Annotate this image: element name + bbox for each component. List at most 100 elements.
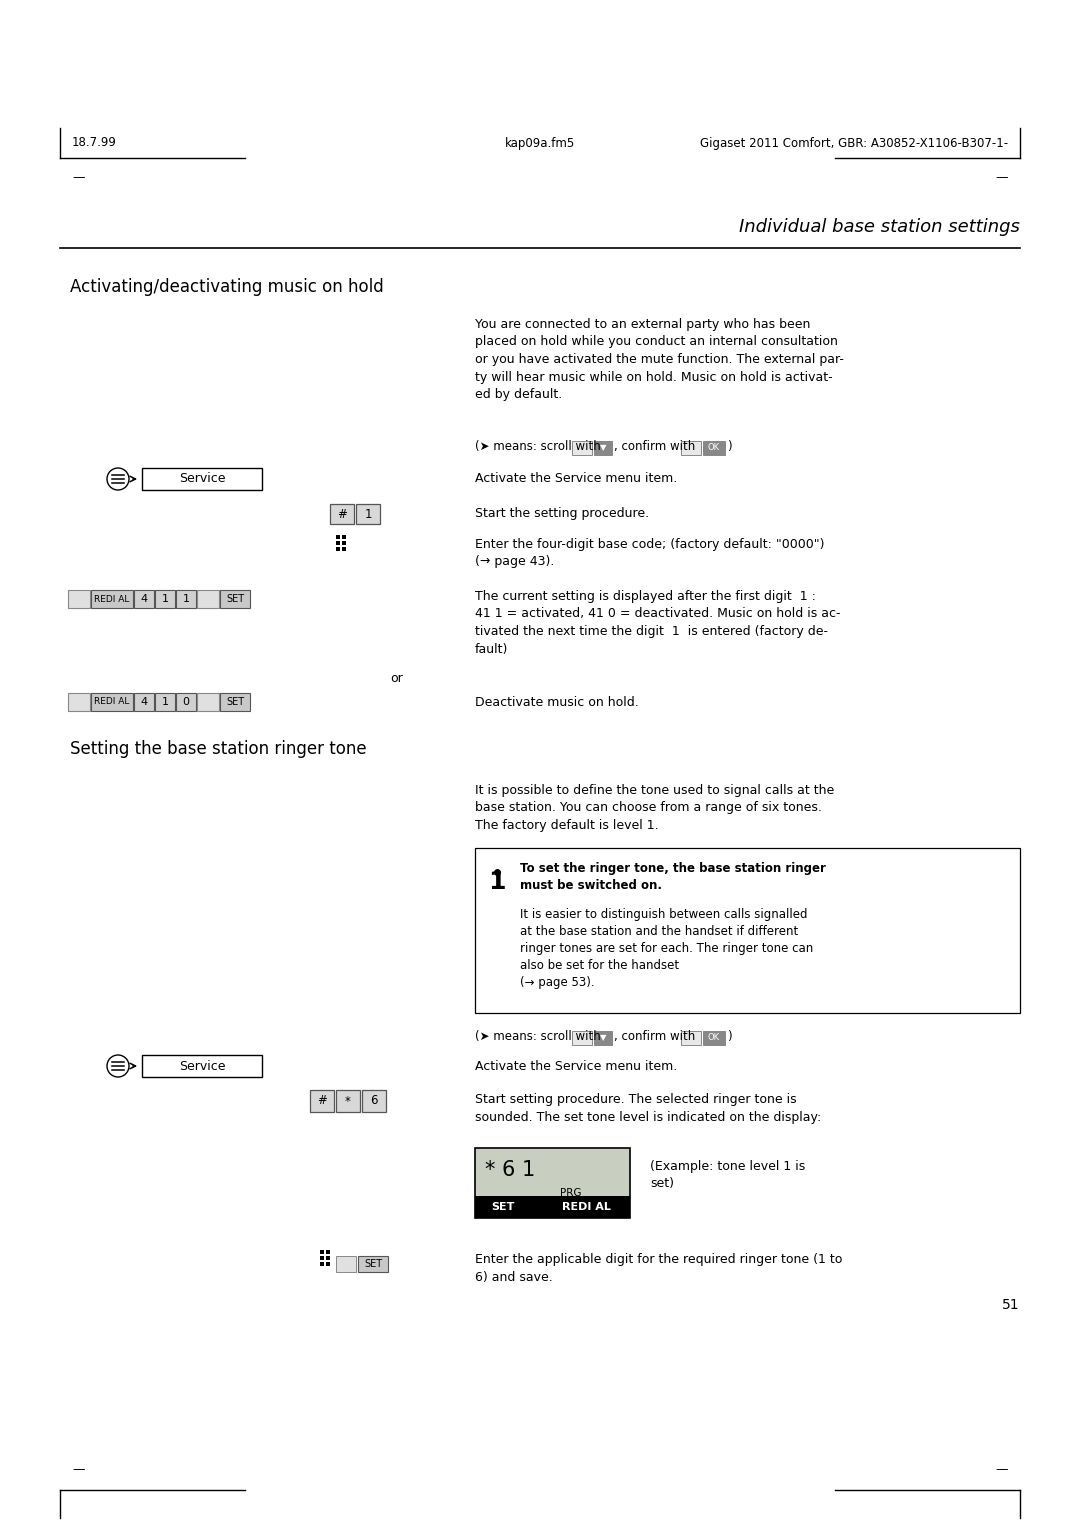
Text: PRG: PRG [561, 1187, 582, 1198]
Text: ): ) [727, 440, 731, 452]
Text: kap09a.fm5: kap09a.fm5 [504, 136, 576, 150]
FancyBboxPatch shape [91, 694, 133, 711]
FancyBboxPatch shape [475, 848, 1020, 1013]
Text: 1: 1 [488, 869, 505, 894]
Bar [320, 1262, 324, 1267]
Text: SET: SET [226, 697, 244, 707]
Bar [342, 535, 346, 539]
Text: SET: SET [226, 594, 244, 604]
Text: —: — [996, 1464, 1008, 1476]
Text: It is easier to distinguish between calls signalled
at the base station and the : It is easier to distinguish between call… [519, 908, 813, 989]
Text: REDI AL: REDI AL [94, 697, 130, 706]
Bar [342, 547, 346, 552]
Text: #: # [318, 1094, 327, 1108]
Bar [326, 1250, 330, 1254]
Text: 1: 1 [364, 507, 372, 521]
FancyBboxPatch shape [680, 1031, 701, 1045]
FancyBboxPatch shape [220, 694, 249, 711]
FancyBboxPatch shape [336, 1256, 356, 1271]
FancyBboxPatch shape [702, 442, 725, 455]
FancyBboxPatch shape [134, 590, 154, 608]
Text: 1: 1 [162, 594, 168, 604]
Text: REDI AL: REDI AL [563, 1203, 611, 1212]
FancyBboxPatch shape [197, 590, 219, 608]
Text: To set the ringer tone, the base station ringer
must be switched on.: To set the ringer tone, the base station… [519, 862, 826, 892]
Text: *: * [346, 1094, 351, 1108]
Bar [336, 547, 340, 552]
FancyBboxPatch shape [594, 442, 612, 455]
Text: 1: 1 [183, 594, 189, 604]
Text: Deactivate music on hold.: Deactivate music on hold. [475, 695, 638, 709]
Text: Service: Service [179, 1059, 226, 1073]
Text: SET: SET [364, 1259, 382, 1268]
Bar [326, 1256, 330, 1261]
FancyBboxPatch shape [680, 442, 701, 455]
Text: SET: SET [491, 1203, 514, 1212]
FancyBboxPatch shape [141, 1054, 262, 1077]
Text: Enter the applicable digit for the required ringer tone (1 to
6) and save.: Enter the applicable digit for the requi… [475, 1253, 842, 1284]
Text: ▼: ▼ [600, 443, 607, 452]
FancyBboxPatch shape [572, 1031, 592, 1045]
FancyBboxPatch shape [176, 694, 195, 711]
Text: 4: 4 [140, 594, 148, 604]
Text: Individual base station settings: Individual base station settings [739, 219, 1020, 235]
Text: * 6 1: * 6 1 [485, 1160, 536, 1180]
Text: OK: OK [707, 443, 719, 452]
Text: ): ) [727, 1030, 731, 1044]
Text: Activating/deactivating music on hold: Activating/deactivating music on hold [70, 278, 383, 296]
FancyBboxPatch shape [176, 590, 195, 608]
FancyBboxPatch shape [594, 1031, 612, 1045]
Text: It is possible to define the tone used to signal calls at the
base station. You : It is possible to define the tone used t… [475, 784, 834, 833]
FancyBboxPatch shape [134, 694, 154, 711]
FancyBboxPatch shape [220, 590, 249, 608]
Text: (➤ means: scroll with: (➤ means: scroll with [475, 1030, 605, 1044]
FancyBboxPatch shape [156, 694, 175, 711]
FancyBboxPatch shape [475, 1148, 630, 1218]
Text: (Example: tone level 1 is
set): (Example: tone level 1 is set) [650, 1160, 806, 1190]
Text: , confirm with: , confirm with [615, 440, 699, 452]
Text: #: # [337, 507, 347, 521]
FancyBboxPatch shape [68, 694, 90, 711]
FancyBboxPatch shape [702, 1031, 725, 1045]
Text: REDI AL: REDI AL [94, 594, 130, 604]
Text: ▼: ▼ [600, 1033, 607, 1042]
Text: Service: Service [179, 472, 226, 486]
FancyBboxPatch shape [197, 694, 219, 711]
Text: Enter the four-digit base code; (factory default: "0000")
(→ page 43).: Enter the four-digit base code; (factory… [475, 538, 824, 568]
Text: Activate the Service menu item.: Activate the Service menu item. [475, 472, 677, 486]
Text: 6: 6 [370, 1094, 378, 1108]
FancyBboxPatch shape [475, 1196, 630, 1218]
Text: 18.7.99: 18.7.99 [72, 136, 117, 150]
Text: 4: 4 [140, 697, 148, 707]
Text: Start setting procedure. The selected ringer tone is
sounded. The set tone level: Start setting procedure. The selected ri… [475, 1093, 821, 1123]
Bar [336, 535, 340, 539]
FancyBboxPatch shape [356, 504, 380, 524]
FancyBboxPatch shape [156, 590, 175, 608]
Text: Activate the Service menu item.: Activate the Service menu item. [475, 1059, 677, 1073]
FancyBboxPatch shape [330, 504, 354, 524]
Text: 1: 1 [162, 697, 168, 707]
FancyBboxPatch shape [336, 1089, 360, 1112]
Text: —: — [72, 171, 84, 185]
Text: —: — [72, 1464, 84, 1476]
Bar [342, 541, 346, 545]
Text: Gigaset 2011 Comfort, GBR: A30852-X1106-B307-1-: Gigaset 2011 Comfort, GBR: A30852-X1106-… [700, 136, 1008, 150]
FancyBboxPatch shape [310, 1089, 334, 1112]
Text: OK: OK [707, 1033, 719, 1042]
FancyBboxPatch shape [141, 468, 262, 490]
Bar [336, 541, 340, 545]
FancyBboxPatch shape [572, 442, 592, 455]
FancyBboxPatch shape [357, 1256, 388, 1271]
Text: Setting the base station ringer tone: Setting the base station ringer tone [70, 740, 366, 758]
FancyBboxPatch shape [91, 590, 133, 608]
Text: —: — [996, 171, 1008, 185]
Bar [320, 1250, 324, 1254]
FancyBboxPatch shape [68, 590, 90, 608]
Text: or: or [390, 672, 403, 685]
Text: 0: 0 [183, 697, 189, 707]
Text: , confirm with: , confirm with [615, 1030, 699, 1044]
Text: You are connected to an external party who has been
placed on hold while you con: You are connected to an external party w… [475, 318, 843, 400]
Text: Start the setting procedure.: Start the setting procedure. [475, 507, 649, 521]
FancyBboxPatch shape [362, 1089, 386, 1112]
Bar [320, 1256, 324, 1261]
